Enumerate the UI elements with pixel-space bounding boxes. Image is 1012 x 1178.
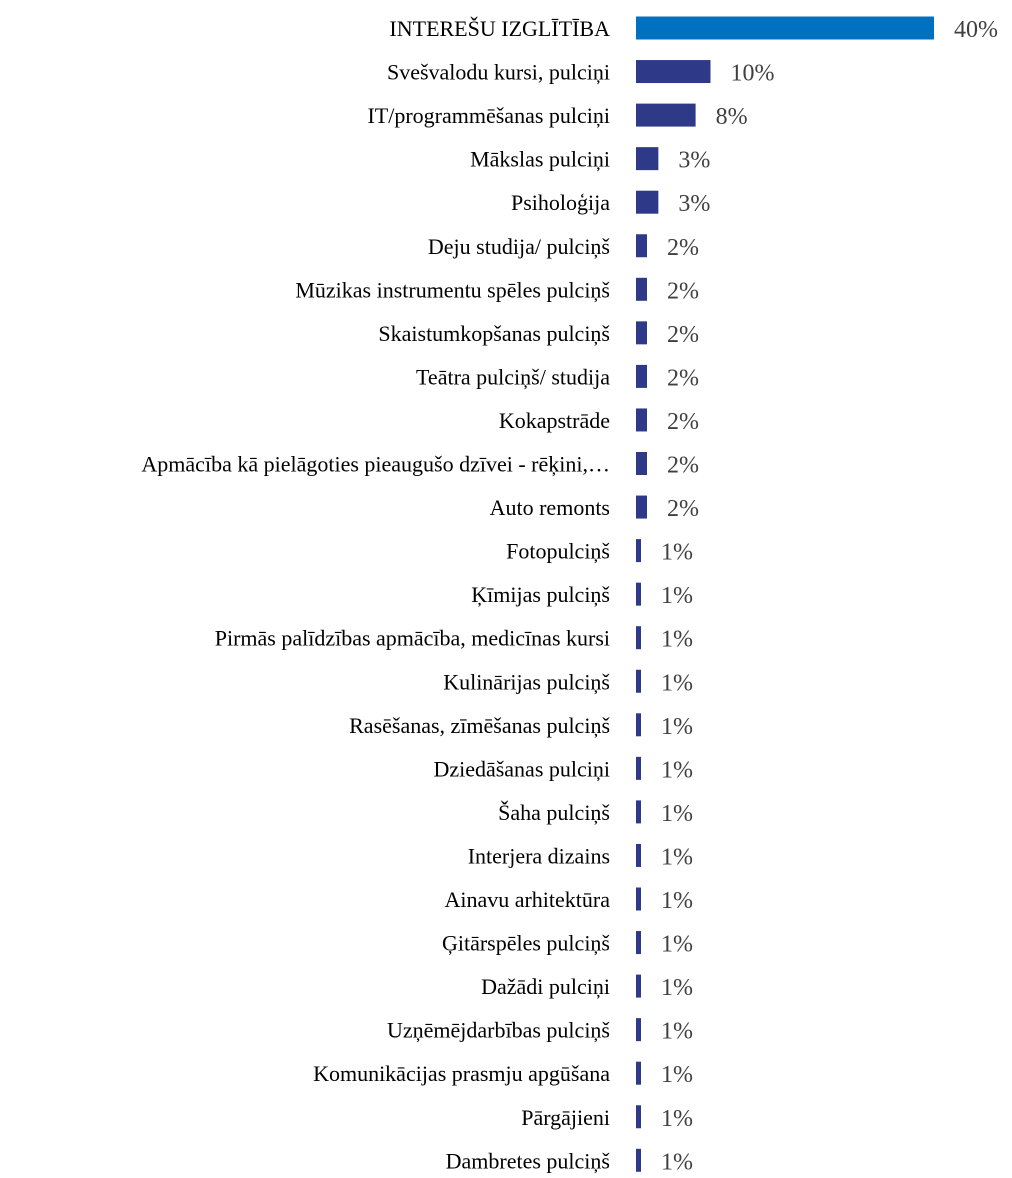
bar [636,800,641,824]
value-label: 1% [661,888,693,914]
bar [636,364,647,388]
bar [636,582,641,606]
category-label: Pārgājieni [521,1105,610,1130]
category-label: Šaha pulciņš [498,800,610,825]
category-labels: INTEREŠU IZGLĪTĪBA Svešvalodu kursi, pulc… [141,16,610,1173]
bar [636,16,934,40]
value-label: 1% [661,1019,693,1045]
bar [636,1018,641,1042]
category-label: Ģitārspēles pulciņš [442,931,610,956]
category-label: Fotopulciņš [506,539,610,564]
value-label: 2% [667,278,699,304]
category-label: Dažādi pulciņi [481,974,610,999]
bar [636,626,641,650]
bar [636,539,641,563]
category-label: Mūzikas instrumentu spēles pulciņš [295,277,610,302]
bar [636,1105,641,1129]
bar [636,190,659,214]
bar [636,277,647,301]
category-label: Uzņēmējdarbības pulciņš [387,1018,610,1043]
value-label: 1% [661,975,693,1001]
category-label: Ainavu arhitektūra [444,887,610,912]
bar [636,103,696,127]
value-label: 1% [661,757,693,783]
category-label: Skaistumkopšanas pulciņš [378,321,610,346]
value-label: 1% [661,844,693,870]
bar [636,408,647,432]
value-label: 1% [661,1106,693,1132]
value-label: 2% [667,496,699,522]
value-label: 1% [661,583,693,609]
bar [636,1061,641,1085]
bar [636,1148,641,1172]
category-label: Teātra pulciņš/ studija [416,364,610,389]
category-label: Deju studija/ pulciņš [428,234,610,259]
bars [636,16,934,1172]
value-label: 1% [661,1149,693,1175]
category-label: Rasēšanas, zīmēšanas pulciņš [349,713,610,738]
bar [636,669,641,693]
value-label: 1% [661,540,693,566]
bar [636,974,641,998]
value-label: 2% [667,235,699,261]
value-label: 3% [678,191,710,217]
value-label: 3% [678,148,710,174]
bar [636,713,641,737]
category-label: Auto remonts [490,495,610,520]
value-label: 2% [667,453,699,479]
value-label: 2% [667,322,699,348]
value-labels: 40%10%8%3%3%2%2%2%2%2%2%2%1%1%1%1%1%1%1%… [661,17,998,1175]
value-label: 10% [731,61,775,87]
category-label: Ķīmijas pulciņš [471,582,610,607]
value-label: 1% [661,801,693,827]
bar [636,321,647,345]
bar [636,234,647,258]
value-label: 1% [661,1062,693,1088]
category-label: Komunikācijas prasmju apgūšana [313,1061,610,1086]
category-label: Kulinārijas pulciņš [443,669,610,694]
value-label: 40% [954,17,998,43]
category-label: Apmācība kā pielāgoties pieaugušo dzīvei… [141,452,610,477]
bar [636,931,641,955]
bar [636,147,659,171]
category-label: INTEREŠU IZGLĪTĪBA [389,16,610,41]
value-label: 1% [661,932,693,958]
bar [636,452,647,475]
bar [636,843,641,867]
value-label: 8% [716,104,748,130]
category-label: Kokapstrāde [499,408,610,433]
value-label: 1% [661,714,693,740]
category-label: Svešvalodu kursi, pulciņi [387,60,610,85]
bar [636,887,641,911]
category-label: IT/programmēšanas pulciņi [367,103,610,128]
bar [636,495,647,519]
value-label: 2% [667,409,699,435]
value-label: 1% [661,627,693,653]
category-label: Psiholoģija [511,190,610,215]
category-label: Mākslas pulciņi [470,147,610,172]
category-label: Dambretes pulciņš [446,1148,610,1173]
bar [636,756,641,780]
category-label: Interjera dizains [468,843,610,868]
value-label: 1% [661,670,693,696]
category-label: Pirmās palīdzības apmācība, medicīnas ku… [215,626,610,651]
category-label: Dziedāšanas pulciņi [433,756,610,781]
value-label: 2% [667,365,699,391]
bar [636,60,711,84]
